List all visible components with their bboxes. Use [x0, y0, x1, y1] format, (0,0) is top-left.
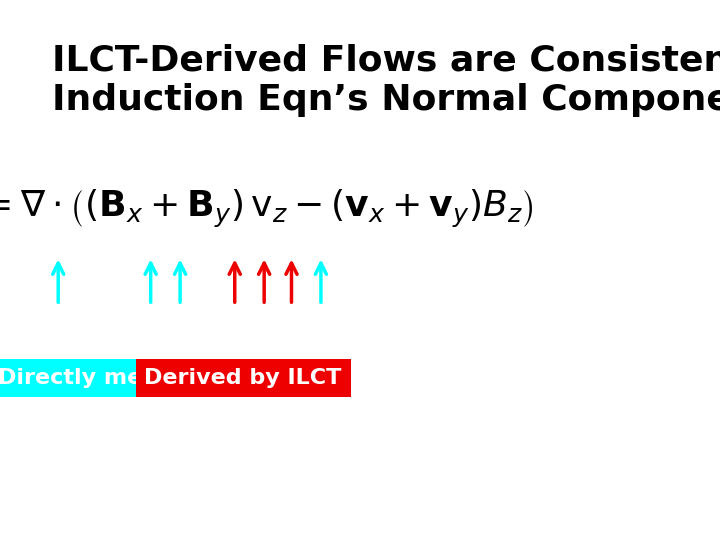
- Text: Directly measured: Directly measured: [0, 368, 228, 388]
- Text: $\frac{\partial B_z}{\partial t} = \nabla \cdot \left( (\mathbf{B}_x + \mathbf{B: $\frac{\partial B_z}{\partial t} = \nabl…: [0, 178, 534, 233]
- Text: Derived by ILCT: Derived by ILCT: [145, 368, 342, 388]
- Text: ILCT-Derived Flows are Consistent with
Induction Eqn’s Normal Component.: ILCT-Derived Flows are Consistent with I…: [52, 43, 720, 117]
